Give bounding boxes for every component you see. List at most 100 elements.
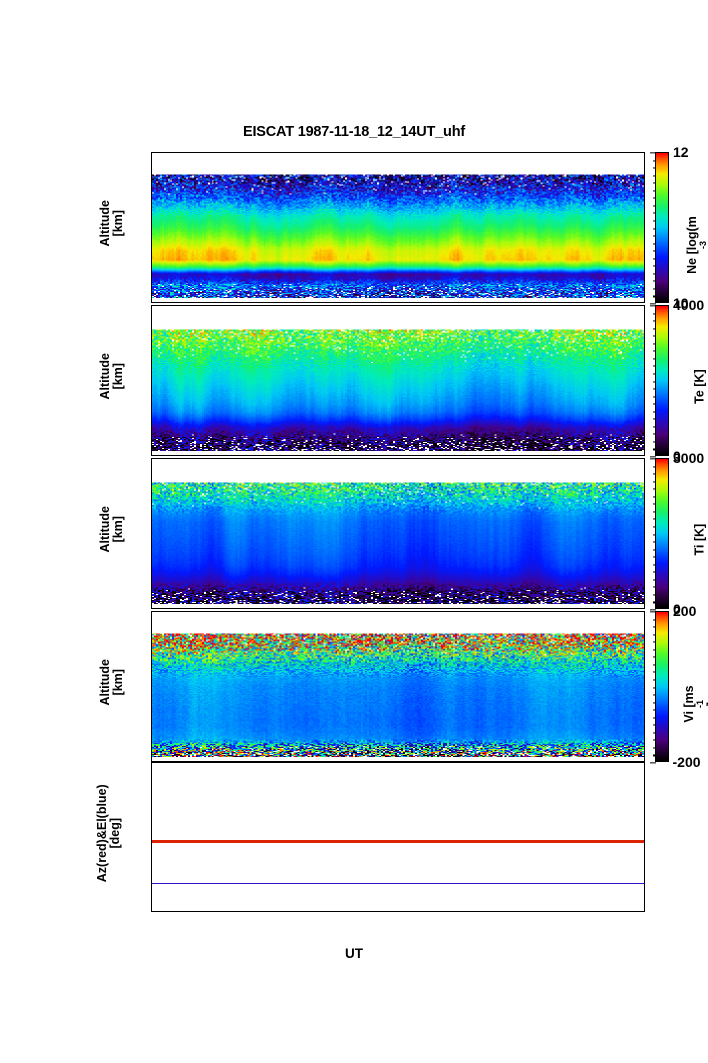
colorbar-minor-tick [652,481,656,483]
y-axis-minor-tick [151,195,152,196]
y-axis-minor-tick [151,353,152,354]
y-axis-minor-tick [151,701,152,702]
x-axis-minor-tick [250,608,251,609]
y-axis-tick [644,758,645,759]
y-axis-minor-tick [151,881,152,882]
y-axis-minor-tick [151,419,152,420]
y-axis-minor-tick [644,572,645,573]
y-axis-minor-tick [151,477,152,478]
y-axis-minor-tick [644,668,645,669]
te-colorbar: 4000 0 [650,297,704,464]
ne-colorbar-min: 10 [673,295,689,311]
x-axis-minor-tick [374,762,375,763]
x-axis-minor-tick [324,458,325,459]
x-axis-minor-tick [448,152,449,153]
x-axis-tick [151,611,152,612]
y-axis-minor-tick [151,329,152,330]
y-axis-minor-tick [151,654,152,655]
y-axis-minor-tick [644,778,645,779]
colorbar-minor-tick [652,205,656,207]
y-axis-minor-tick [151,185,152,186]
elevation-line [152,882,644,884]
y-axis-tick [644,251,645,252]
y-axis-tick [644,428,645,429]
x-axis-minor-tick [497,302,498,303]
x-axis-tick [398,608,399,609]
x-axis-minor-tick [324,911,325,912]
x-axis-minor-tick [423,911,424,912]
x-axis-minor-tick [324,611,325,612]
x-axis-minor-tick [621,152,622,153]
x-axis-minor-tick [250,305,251,306]
y-axis-minor-tick [644,190,645,191]
y-axis-minor-tick [151,390,152,391]
y-axis-tick [644,616,645,617]
y-axis-minor-tick [151,280,152,281]
y-axis-minor-tick [644,826,645,827]
y-axis-tick [151,157,152,158]
y-axis-minor-tick [644,242,645,243]
y-axis-minor-tick [644,770,645,771]
x-axis-minor-tick [448,608,449,609]
y-axis-minor-tick [644,630,645,631]
y-axis-minor-tick [151,778,152,779]
x-axis-tick [522,608,523,609]
colorbar-minor-tick [652,273,656,275]
x-axis-tick [398,305,399,306]
x-axis-minor-tick [472,455,473,456]
x-axis-minor-tick [571,762,572,763]
y-axis-minor-tick [644,270,645,271]
x-axis-minor-tick [374,152,375,153]
x-axis-tick [522,611,523,612]
x-axis-minor-tick [201,302,202,303]
x-axis-minor-tick [176,455,177,456]
x-axis-minor-tick [250,152,251,153]
y-axis-minor-tick [644,802,645,803]
x-axis-tick [275,302,276,303]
y-axis-minor-tick [644,371,645,372]
y-axis-tick [151,581,152,582]
y-axis-tick [151,310,152,311]
y-axis-minor-tick [644,223,645,224]
y-axis-tick [644,794,645,795]
y-axis-minor-tick [151,649,152,650]
vi-colorbar-max: 200 [673,603,697,619]
y-axis-tick [644,299,645,300]
colorbar-minor-tick [652,526,656,528]
colorbar-minor-tick [652,358,656,360]
x-axis-tick [398,152,399,153]
y-axis-minor-tick [151,200,152,201]
y-axis-minor-tick [151,338,152,339]
y-axis-minor-tick [644,338,645,339]
y-axis-minor-tick [644,849,645,850]
x-axis-minor-tick [621,762,622,763]
y-axis-tick [644,663,645,664]
colorbar-minor-tick [652,190,656,192]
x-axis-minor-tick [621,305,622,306]
x-axis-minor-tick [571,911,572,912]
x-axis-minor-tick [448,762,449,763]
x-axis-tick [398,762,399,763]
colorbar-minor-tick [652,465,656,468]
y-axis-minor-tick [644,720,645,721]
y-axis-minor-tick [644,539,645,540]
vi-heatmap [152,612,644,761]
y-axis-minor-tick [644,677,645,678]
x-axis-minor-tick [497,762,498,763]
x-axis-minor-tick [547,611,548,612]
colorbar-minor-tick [652,396,656,398]
vi-colorbar-min: -200 [672,754,701,770]
y-axis-tick [151,463,152,464]
y-axis-minor-tick [644,152,645,153]
x-axis-minor-tick [374,611,375,612]
y-axis-tick [151,228,152,229]
y-axis-minor-tick [151,289,152,290]
x-axis-minor-tick [225,458,226,459]
x-axis-minor-tick [497,608,498,609]
y-axis-tick [644,534,645,535]
colorbar-minor-tick [652,549,656,551]
x-axis-tick [522,305,523,306]
x-axis-tick [151,762,152,763]
colorbar-minor-tick [652,503,656,505]
x-axis-minor-tick [324,608,325,609]
